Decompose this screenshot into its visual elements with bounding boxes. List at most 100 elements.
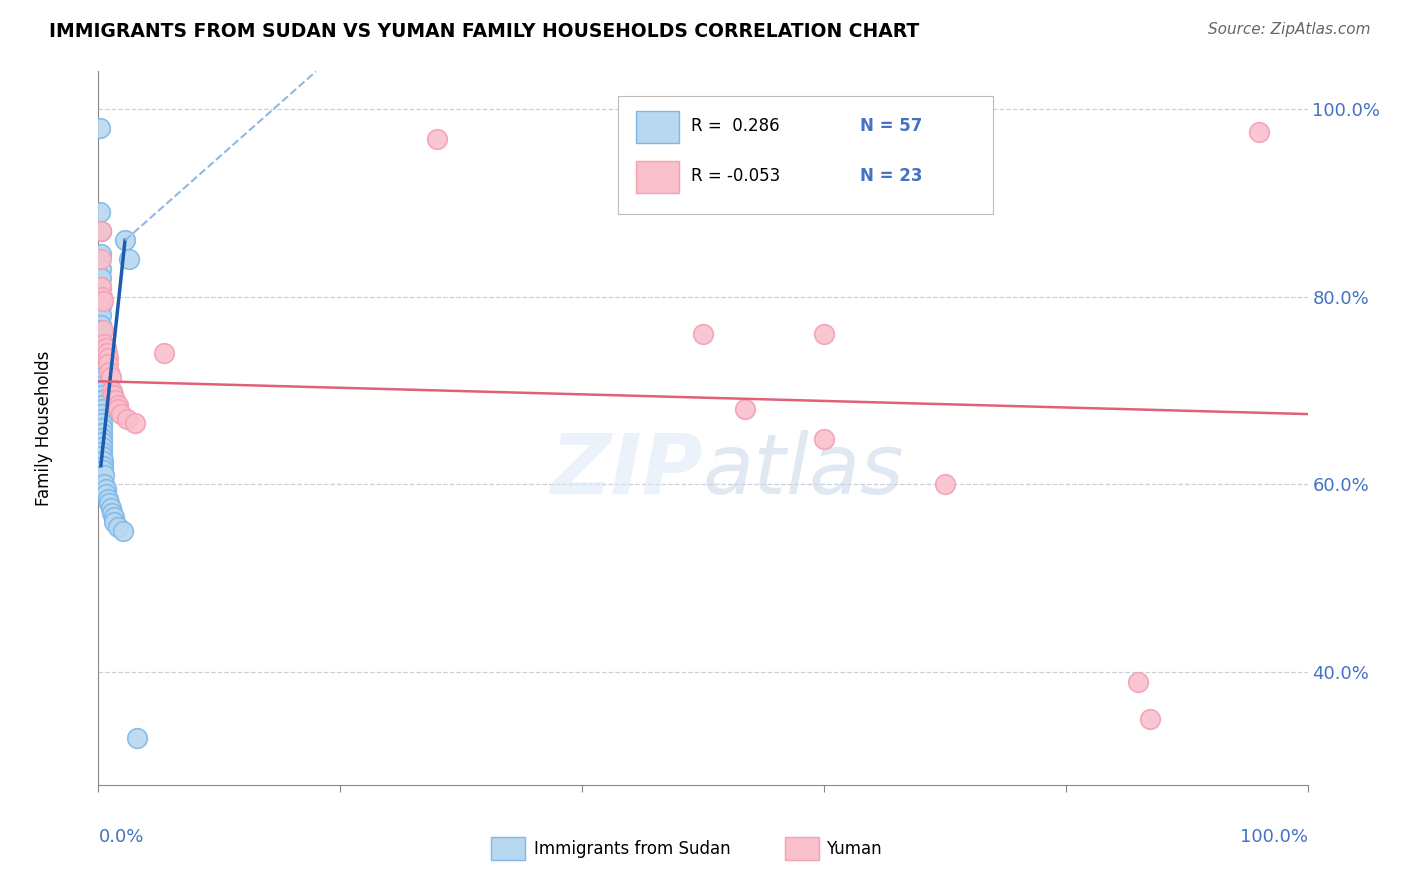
Point [91, 365, 114, 379]
Point [124, 417, 146, 431]
Point [1139, 712, 1161, 726]
Point [91, 388, 114, 402]
Point [91, 444, 114, 458]
Point [94, 482, 117, 496]
Point [89, 205, 111, 219]
Text: ZIP: ZIP [550, 431, 703, 511]
Point [89, 120, 111, 135]
Text: R = -0.053: R = -0.053 [690, 168, 780, 186]
Point [91, 440, 114, 454]
Text: R =  0.286: R = 0.286 [690, 118, 779, 136]
Bar [637, 111, 679, 143]
Point [90, 299, 112, 313]
Point [90, 327, 112, 342]
Point [103, 510, 125, 524]
Point [90, 280, 112, 294]
Point [91, 379, 114, 393]
Bar [785, 837, 820, 860]
Point [93, 468, 115, 483]
Point [734, 402, 756, 417]
Point [90, 271, 112, 285]
Point [100, 384, 122, 398]
Text: Family Households: Family Households [35, 351, 53, 506]
Point [91, 398, 114, 412]
Point [118, 252, 141, 267]
Point [94, 487, 117, 501]
Point [813, 327, 835, 342]
Text: atlas: atlas [703, 431, 904, 511]
Point [90, 336, 112, 351]
Text: Yuman: Yuman [827, 840, 882, 858]
FancyBboxPatch shape [619, 96, 993, 214]
Point [91, 417, 114, 431]
Point [114, 233, 136, 247]
Point [90, 290, 112, 304]
Point [93, 477, 115, 491]
Point [91, 351, 114, 365]
Point [91, 384, 114, 398]
Point [90, 342, 112, 356]
Bar [637, 161, 679, 193]
Text: N = 23: N = 23 [860, 168, 922, 186]
Point [91, 411, 114, 425]
Point [1128, 674, 1150, 689]
Point [94, 342, 117, 356]
Point [100, 500, 122, 515]
Point [91, 346, 114, 360]
Point [127, 731, 149, 745]
Point [90, 224, 112, 238]
Point [110, 407, 132, 421]
Point [93, 336, 115, 351]
Point [91, 425, 114, 440]
Point [91, 355, 114, 369]
Bar [492, 837, 526, 860]
Point [91, 454, 114, 468]
Point [91, 290, 114, 304]
Text: Source: ZipAtlas.com: Source: ZipAtlas.com [1208, 22, 1371, 37]
Point [96, 346, 118, 360]
Point [107, 402, 129, 417]
Point [91, 407, 114, 421]
Point [90, 247, 112, 261]
Point [98, 365, 121, 379]
Text: 100.0%: 100.0% [1240, 828, 1308, 846]
Point [107, 520, 129, 534]
Point [91, 360, 114, 375]
Point [91, 431, 114, 445]
Point [90, 224, 112, 238]
Point [152, 346, 174, 360]
Point [91, 294, 114, 309]
Point [103, 515, 125, 529]
Point [90, 318, 112, 332]
Point [1249, 125, 1271, 139]
Point [91, 369, 114, 384]
Point [97, 351, 120, 365]
Point [97, 491, 120, 506]
Point [90, 252, 112, 267]
Point [91, 450, 114, 464]
Point [107, 398, 129, 412]
Point [426, 132, 449, 146]
Point [90, 309, 112, 323]
Point [91, 421, 114, 435]
Point [90, 322, 112, 336]
Point [100, 369, 122, 384]
Point [934, 477, 956, 491]
Point [100, 506, 122, 520]
Point [111, 524, 134, 539]
Text: Immigrants from Sudan: Immigrants from Sudan [534, 840, 730, 858]
Point [117, 411, 139, 425]
Point [91, 435, 114, 450]
Point [90, 332, 112, 346]
Point [91, 402, 114, 417]
Point [91, 374, 114, 388]
Point [91, 392, 114, 407]
Point [90, 280, 112, 294]
Point [91, 458, 114, 473]
Point [91, 463, 114, 477]
Point [101, 388, 124, 402]
Text: N = 57: N = 57 [860, 118, 922, 136]
Point [104, 392, 127, 407]
Point [91, 322, 114, 336]
Point [692, 327, 714, 342]
